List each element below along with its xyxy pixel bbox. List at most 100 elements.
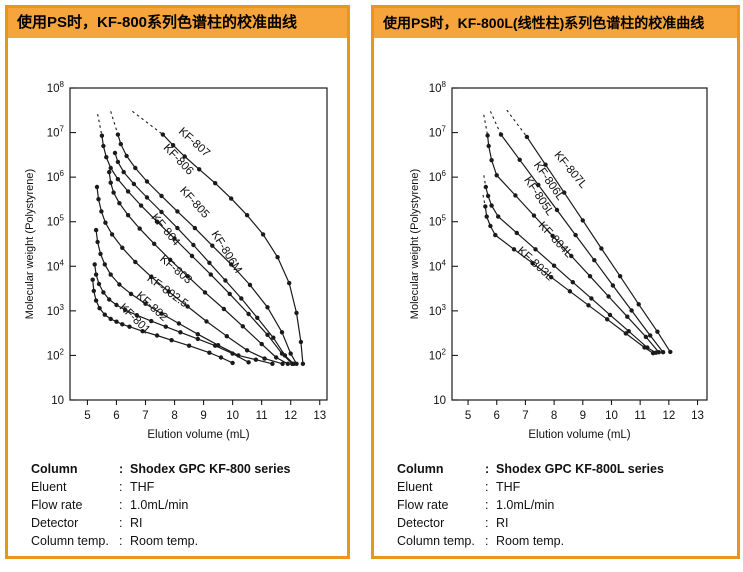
data-point-KF-807 [213, 181, 218, 186]
series-dashed-extension-KF-805 [97, 113, 103, 136]
data-point-KF-802 [114, 302, 119, 308]
condition-separator: : [119, 462, 124, 476]
data-point-KF-803 [244, 348, 250, 353]
data-point-KF-804 [259, 341, 264, 347]
data-point-KF-806L [610, 283, 616, 288]
condition-row-eluent: Eluent : THF [397, 478, 664, 496]
data-point-KF-805 [115, 177, 121, 182]
data-point-KF-801 [102, 312, 108, 317]
data-point-KF-806M [131, 181, 137, 187]
data-point-KF-806M [115, 159, 121, 165]
data-point-KF-802.5 [195, 332, 200, 337]
data-point-KF-805 [172, 236, 177, 241]
x-tick-label: 12 [662, 410, 675, 422]
condition-row-detector: Detector : RI [31, 514, 290, 532]
data-point-KF-801 [127, 324, 132, 329]
condition-label: Detector [31, 516, 79, 530]
condition-separator: : [119, 480, 123, 494]
data-point-KF-807 [287, 280, 292, 286]
condition-value: THF [496, 480, 521, 494]
data-point-KF-806L [554, 207, 560, 213]
data-point-KF-805 [104, 155, 109, 160]
data-point-KF-802 [107, 297, 112, 302]
condition-label: Flow rate [31, 498, 83, 512]
series-curve-KF-805 [101, 135, 293, 365]
data-point-KF-805L [569, 253, 574, 259]
data-point-KF-805L [643, 334, 649, 340]
data-point-KF-804 [111, 190, 116, 195]
condition-row-column-temp: Column temp. : Room temp. [31, 532, 290, 550]
data-point-KF-807L [655, 329, 660, 334]
data-point-KF-802 [92, 262, 97, 267]
data-point-KF-806 [210, 243, 215, 248]
data-point-KF-803L [530, 261, 535, 266]
data-point-KF-807L [562, 190, 567, 195]
data-point-KF-805 [246, 311, 251, 317]
data-point-KF-807 [298, 339, 304, 345]
y-axis-title: Molecular weight (Polystyrene) [24, 169, 36, 319]
data-point-KF-806 [192, 225, 198, 231]
data-point-KF-806M [207, 260, 212, 265]
data-point-KF-803 [96, 197, 101, 202]
y-tick-label: 103 [47, 303, 65, 318]
data-point-KF-802 [93, 272, 99, 277]
data-point-KF-802.5 [98, 251, 103, 257]
data-point-KF-803L [623, 331, 628, 336]
condition-value: Room temp. [130, 534, 199, 548]
data-point-KF-805 [265, 332, 270, 337]
x-tick-label: 6 [494, 410, 500, 422]
data-point-KF-802 [96, 281, 102, 287]
condition-separator: : [485, 516, 489, 530]
data-point-KF-805 [279, 351, 285, 356]
condition-value: RI [130, 516, 143, 530]
data-point-KF-801 [230, 360, 235, 366]
data-point-KF-803L [642, 345, 647, 350]
data-point-KF-803 [109, 232, 115, 237]
condition-label: Flow rate [397, 498, 449, 512]
panel-kf800-series: 使用PS时，KF-800系列色谱柱的校准曲线 5 6 7 8 9 10 11 12 13 108 1… [5, 5, 350, 559]
condition-row-flow-rate: Flow rate : 1.0mL/min [397, 496, 664, 514]
data-point-KF-801 [154, 333, 160, 338]
data-point-KF-806M [191, 242, 196, 248]
data-point-KF-802.5 [93, 227, 99, 233]
data-point-KF-804L [485, 193, 491, 199]
series-dashed-extension-KF-805L [483, 114, 489, 136]
data-point-KF-801 [108, 316, 113, 322]
data-point-KF-802 [195, 336, 200, 342]
data-point-KF-806L [592, 258, 597, 263]
x-tick-label: 8 [551, 410, 557, 422]
y-tick-label: 103 [429, 303, 447, 318]
data-point-KF-805 [108, 165, 113, 171]
data-point-KF-807 [260, 232, 266, 237]
data-point-KF-806 [124, 153, 129, 159]
data-point-KF-802.5 [143, 301, 148, 306]
data-point-KF-804L [496, 214, 501, 219]
condition-label: Column [397, 462, 444, 476]
condition-label: Detector [397, 516, 445, 530]
data-point-KF-803 [280, 361, 285, 366]
data-point-KF-807 [244, 213, 250, 218]
data-point-KF-806 [144, 179, 150, 184]
data-point-KF-803L [484, 214, 489, 219]
data-point-KF-801 [207, 350, 212, 355]
x-tick-label: 10 [605, 410, 618, 422]
data-point-KF-802.5 [117, 282, 122, 287]
data-point-KF-807L [599, 246, 604, 251]
data-point-KF-806M [175, 225, 180, 231]
data-point-KF-807L [543, 162, 548, 167]
data-point-KF-805L [513, 193, 518, 198]
conditions-table-kf800: Column : Shodex GPC KF-800 series Eluent… [31, 460, 290, 550]
data-point-KF-805 [154, 219, 160, 224]
data-point-KF-805L [550, 233, 555, 239]
data-point-KF-805 [290, 361, 295, 366]
condition-value: 1.0mL/min [496, 498, 555, 512]
y-tick-label: 10 [51, 395, 64, 407]
calibration-chart-kf800l: 5 6 7 8 9 10 11 12 13 108 107 106 105 104 103 102 10 Elut… [409, 80, 708, 441]
data-point-KF-807 [275, 255, 280, 260]
condition-separator: : [119, 534, 123, 548]
data-point-KF-807L [617, 274, 623, 279]
data-point-KF-804 [240, 324, 245, 329]
data-point-KF-804 [107, 169, 112, 175]
y-tick-label: 108 [47, 80, 65, 95]
data-point-KF-803L [493, 232, 498, 238]
